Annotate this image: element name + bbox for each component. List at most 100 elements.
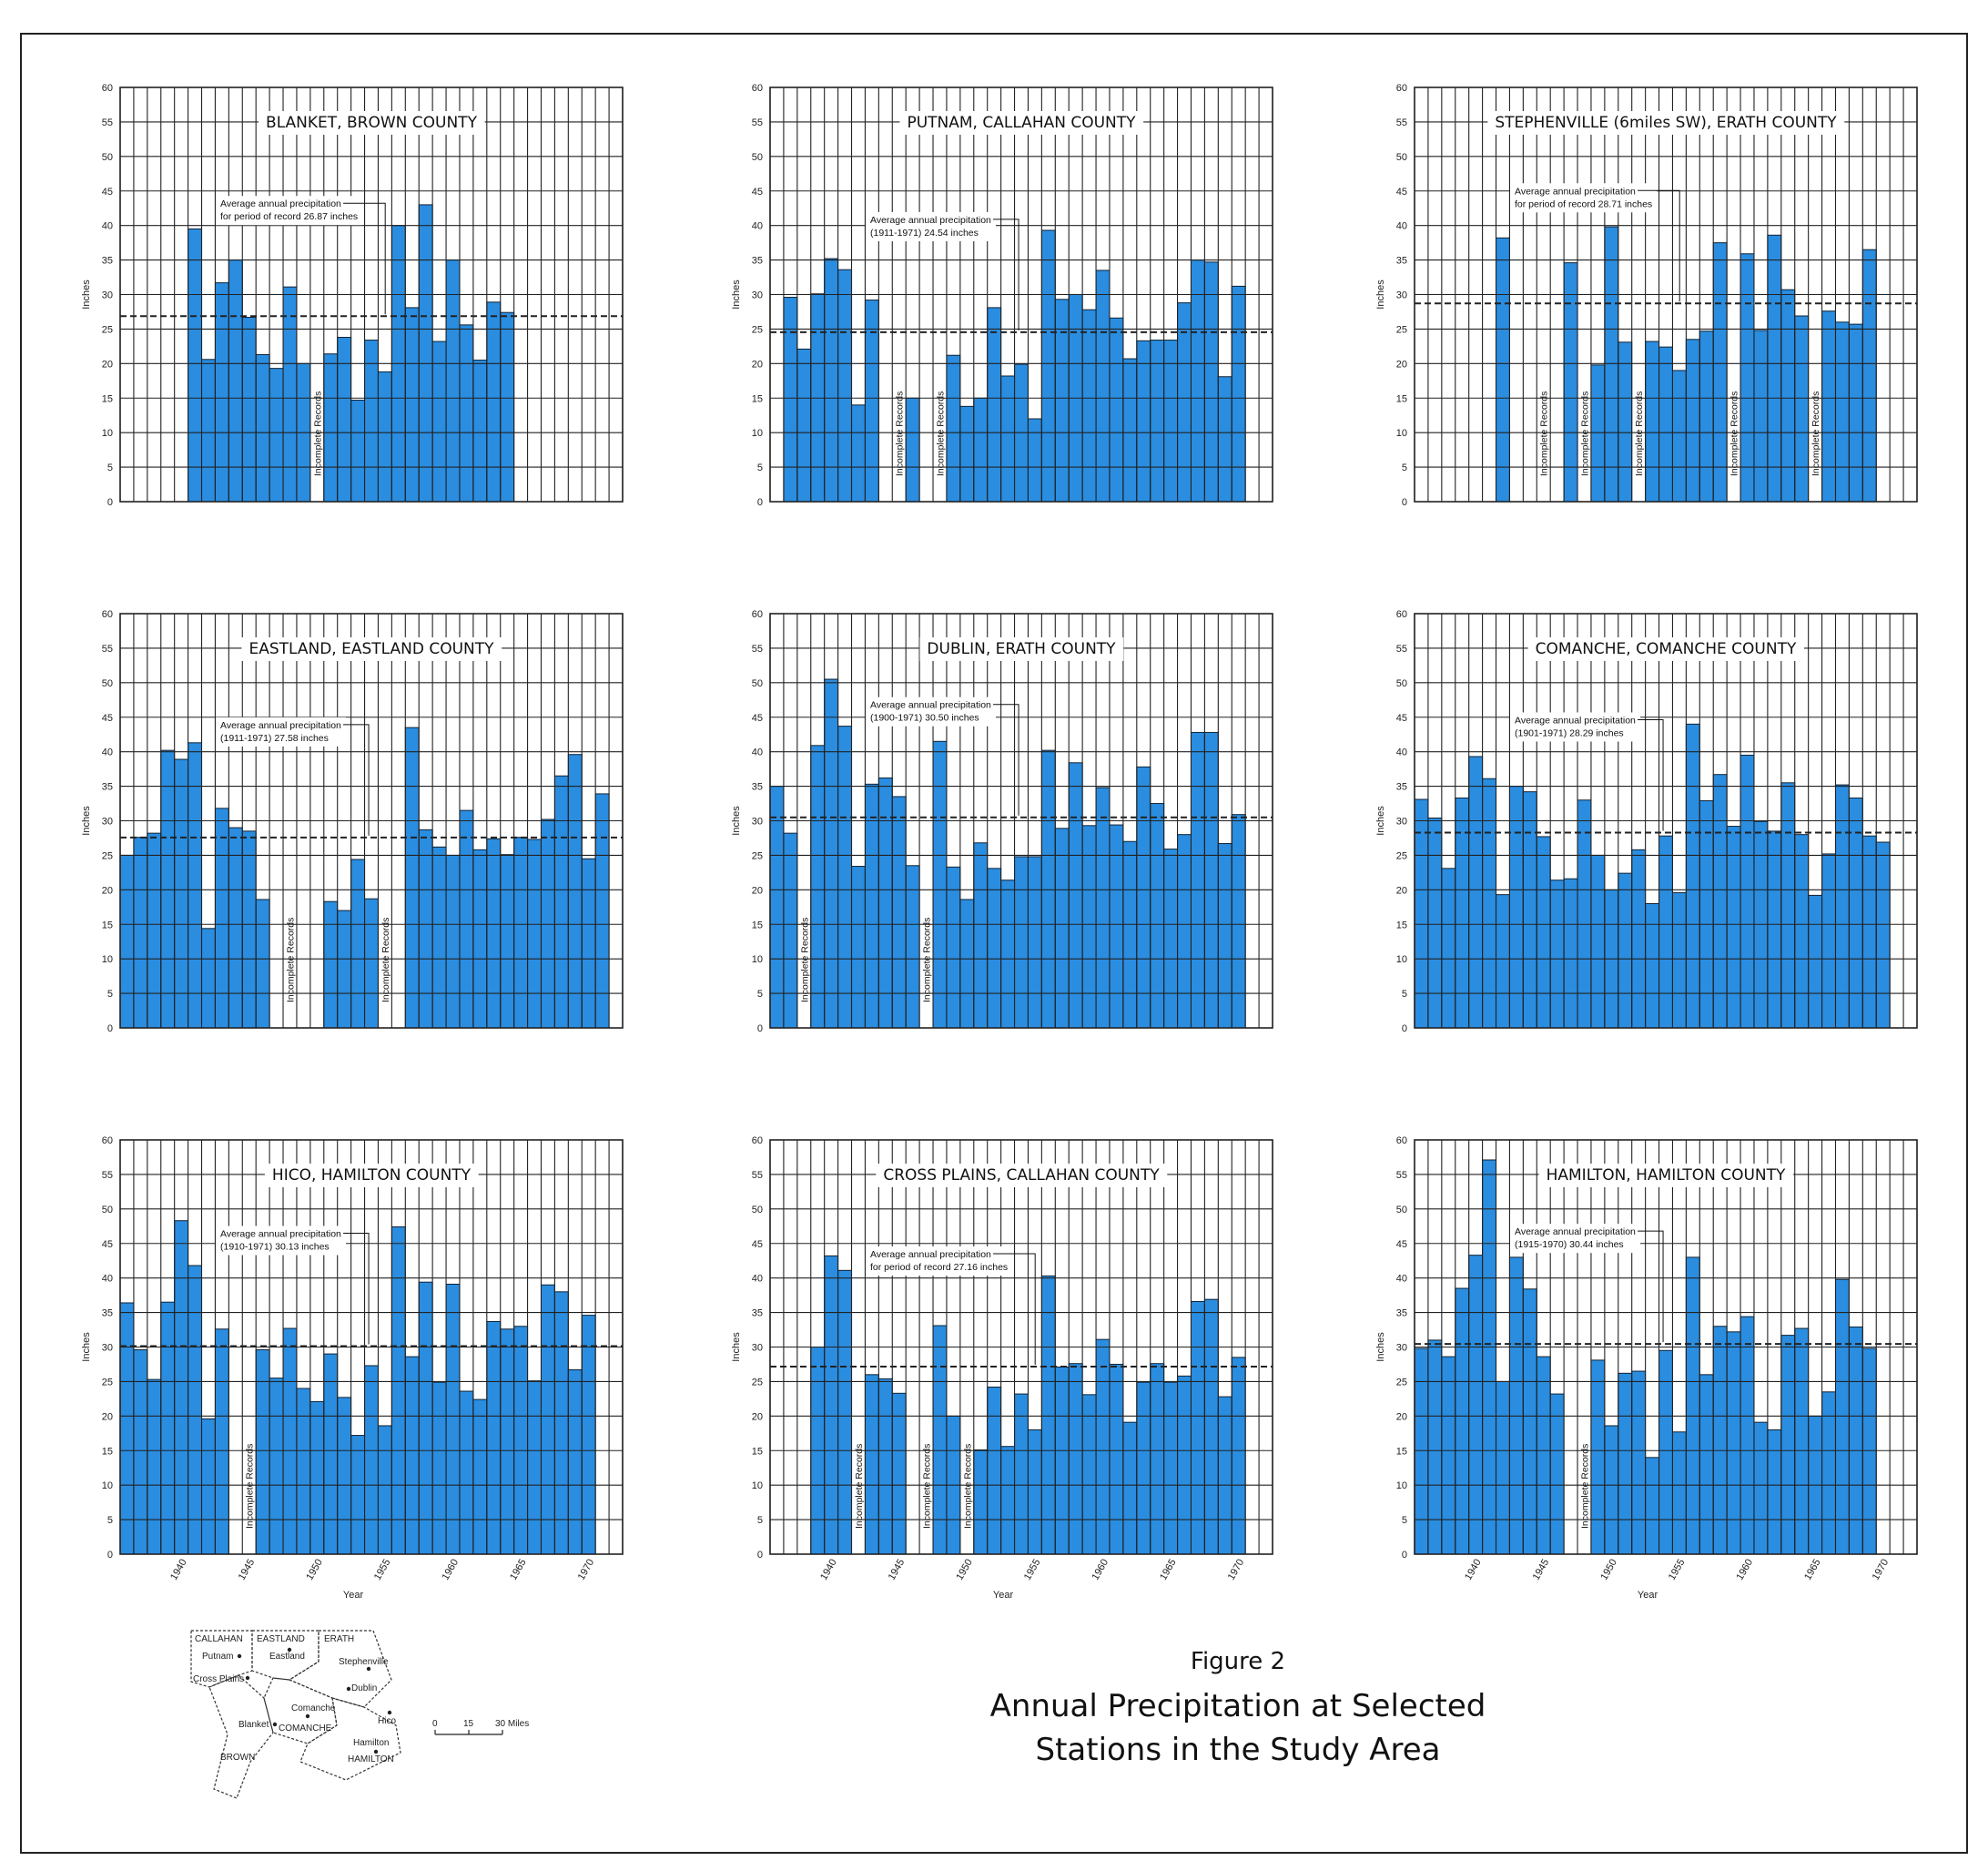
- y-tick-label: 0: [107, 1023, 113, 1034]
- y-tick-label: 35: [102, 256, 113, 267]
- avg-label-line2: (1901-1971) 28.29 inches: [1515, 727, 1624, 738]
- incomplete-records-label: Incomplete Records: [1539, 391, 1550, 476]
- y-axis-label: Inches: [81, 806, 92, 836]
- bar-1953: [350, 400, 366, 503]
- bar-1957: [404, 727, 420, 1029]
- bar-1957: [404, 307, 420, 503]
- map-county-erath: ERATH: [324, 1634, 354, 1644]
- bar-1969: [567, 1369, 583, 1555]
- bar-1970: [581, 1315, 596, 1555]
- bar-1967: [1834, 1278, 1850, 1555]
- y-tick-label: 50: [752, 1205, 763, 1215]
- bar-1967: [1834, 321, 1850, 503]
- bar-1946: [255, 899, 270, 1029]
- bar-1955: [377, 1425, 392, 1555]
- y-tick-label: 45: [102, 1239, 113, 1250]
- bar-1937: [783, 832, 798, 1029]
- y-tick-label: 10: [102, 954, 113, 965]
- bar-1960: [445, 259, 461, 503]
- y-tick-label: 50: [1396, 152, 1407, 163]
- y-tick-label: 30: [1396, 1343, 1407, 1354]
- bar-1956: [1040, 229, 1056, 503]
- chart-svg: 0 5 10 15 20 25 30 35 40 45 50 55 60 Inches PUTNAM, CA…: [731, 83, 1273, 508]
- y-tick-label: 55: [752, 117, 763, 128]
- bar-1951: [1618, 872, 1633, 1029]
- y-tick-label: 25: [102, 1377, 113, 1388]
- bar-1957: [1699, 1374, 1714, 1555]
- y-tick-label: 40: [102, 1274, 113, 1285]
- incomplete-records-label: Incomplete Records: [1729, 391, 1740, 476]
- bar-1941: [1482, 778, 1497, 1029]
- bar-1958: [1712, 242, 1728, 503]
- bar-1955: [1671, 370, 1687, 503]
- map-scale-15: 15: [463, 1719, 474, 1729]
- bar-1947: [269, 368, 284, 503]
- map-town-cross-plains: Cross Plains: [193, 1674, 244, 1684]
- bar-1961: [1753, 330, 1769, 503]
- incomplete-records-label: Incomplete Records: [895, 391, 906, 476]
- y-tick-label: 40: [752, 221, 763, 232]
- bar-1965: [513, 837, 529, 1029]
- bar-1954: [1014, 1393, 1029, 1555]
- bar-1964: [1794, 834, 1810, 1029]
- bar-1953: [1645, 1457, 1660, 1555]
- bar-1936: [119, 1302, 135, 1555]
- bar-1955: [1027, 418, 1042, 503]
- bar-1965: [1808, 894, 1823, 1029]
- bar-1957: [1054, 1366, 1070, 1555]
- bar-1939: [810, 745, 826, 1029]
- y-tick-label: 25: [752, 324, 763, 335]
- bar-1967: [540, 819, 555, 1029]
- bar-1951: [323, 1353, 339, 1555]
- bar-1949: [946, 354, 961, 503]
- bar-1964: [1150, 340, 1165, 503]
- bar-1960: [1740, 253, 1755, 503]
- bar-1953: [1645, 903, 1660, 1029]
- bar-1960: [1095, 1338, 1111, 1555]
- map-scale-0: 0: [432, 1719, 438, 1729]
- y-tick-label: 25: [1396, 1377, 1407, 1388]
- bar-1951: [1618, 1372, 1633, 1555]
- y-tick-label: 0: [107, 497, 113, 508]
- bar-1967: [1190, 731, 1205, 1029]
- bar-1936: [119, 854, 135, 1029]
- bar-1963: [1780, 289, 1796, 503]
- y-tick-label: 50: [1396, 678, 1407, 689]
- avg-label-line1: Average annual precipitation: [870, 700, 991, 711]
- incomplete-records-label: Incomplete Records: [1634, 391, 1645, 476]
- chart-svg: 0 5 10 15 20 25 30 35 40 45 50 55 60 Inches BLANKET, B…: [81, 83, 624, 508]
- bar-1950: [959, 899, 975, 1029]
- y-tick-label: 55: [102, 644, 113, 655]
- bar-1958: [1712, 774, 1728, 1029]
- bar-1949: [946, 866, 961, 1029]
- bar-1964: [500, 1328, 515, 1555]
- y-tick-label: 5: [107, 463, 113, 473]
- bar-1961: [459, 324, 474, 503]
- y-tick-label: 55: [102, 1170, 113, 1181]
- avg-label-line2: for period of record 26.87 inches: [220, 211, 358, 222]
- incomplete-records-label: Incomplete Records: [922, 918, 933, 1002]
- bar-1941: [188, 1265, 203, 1555]
- y-tick-label: 60: [1396, 1135, 1407, 1146]
- y-tick-label: 50: [102, 1205, 113, 1215]
- bar-1940: [824, 678, 839, 1029]
- bar-1946: [1549, 1393, 1565, 1555]
- bar-1940: [1468, 1255, 1484, 1555]
- bar-1959: [1726, 826, 1741, 1029]
- bar-1967: [1190, 1300, 1205, 1555]
- bar-1952: [987, 307, 1002, 503]
- avg-label-line1: Average annual precipitation: [220, 720, 341, 731]
- bar-1958: [1068, 762, 1083, 1029]
- bar-1943: [1508, 1256, 1524, 1555]
- y-tick-label: 35: [752, 1308, 763, 1319]
- bar-1939: [160, 749, 176, 1029]
- y-tick-label: 10: [752, 428, 763, 439]
- x-tick-label: 1960: [440, 1558, 461, 1582]
- y-axis-label: Inches: [1375, 1332, 1386, 1362]
- bar-1951: [973, 842, 989, 1029]
- y-tick-label: 35: [752, 256, 763, 267]
- y-tick-label: 20: [1396, 885, 1407, 896]
- bar-1945: [241, 317, 257, 503]
- bar-1962: [1767, 234, 1782, 503]
- bar-1952: [987, 868, 1002, 1029]
